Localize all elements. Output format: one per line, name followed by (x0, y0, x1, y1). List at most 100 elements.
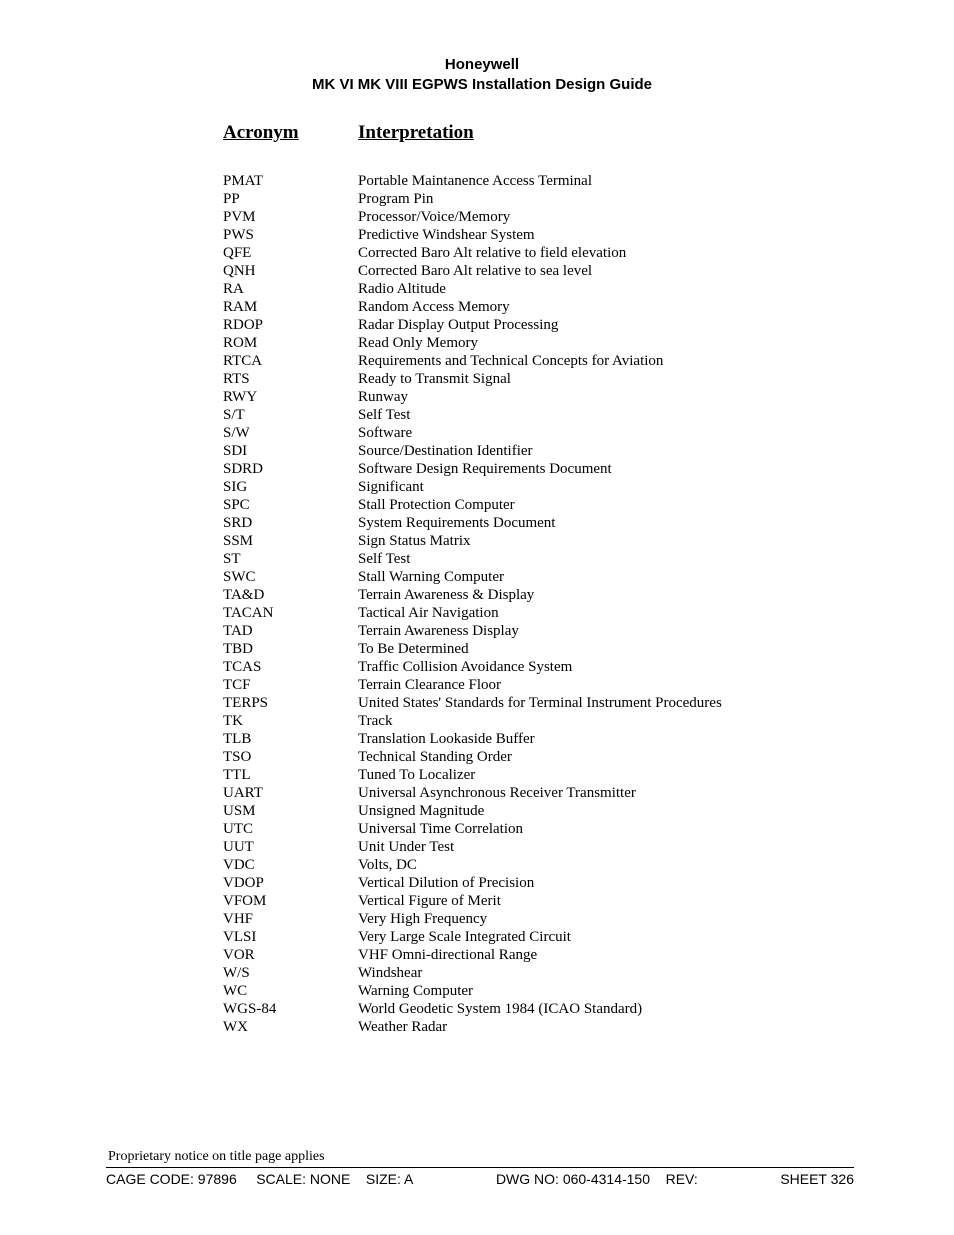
table-row: WXWeather Radar (223, 1018, 854, 1036)
interpretation-cell: Self Test (358, 406, 854, 424)
table-row: PWSPredictive Windshear System (223, 226, 854, 244)
interpretation-cell: Windshear (358, 964, 854, 982)
interpretation-cell: Very High Frequency (358, 910, 854, 928)
acronym-cell: VOR (223, 946, 358, 964)
interpretation-header: Interpretation (358, 122, 474, 144)
table-row: S/TSelf Test (223, 406, 854, 424)
footer-right-group: SHEET 326 (780, 1171, 854, 1187)
header-line-2: MK VI MK VIII EGPWS Installation Design … (110, 75, 854, 95)
interpretation-cell: VHF Omni-directional Range (358, 946, 854, 964)
table-row: TSOTechnical Standing Order (223, 748, 854, 766)
table-row: WCWarning Computer (223, 982, 854, 1000)
table-row: SRDSystem Requirements Document (223, 514, 854, 532)
interpretation-cell: Translation Lookaside Buffer (358, 730, 854, 748)
acronym-cell: TCF (223, 676, 358, 694)
interpretation-cell: Processor/Voice/Memory (358, 208, 854, 226)
acronym-cell: S/T (223, 406, 358, 424)
table-row: STSelf Test (223, 550, 854, 568)
table-row: QNHCorrected Baro Alt relative to sea le… (223, 262, 854, 280)
size: SIZE: A (366, 1171, 413, 1187)
interpretation-cell: Software (358, 424, 854, 442)
interpretation-cell: System Requirements Document (358, 514, 854, 532)
acronym-cell: SDRD (223, 460, 358, 478)
acronym-cell: SRD (223, 514, 358, 532)
interpretation-cell: Ready to Transmit Signal (358, 370, 854, 388)
acronym-cell: RDOP (223, 316, 358, 334)
table-row: SDRDSoftware Design Requirements Documen… (223, 460, 854, 478)
table-row: VLSIVery Large Scale Integrated Circuit (223, 928, 854, 946)
footer-mid-group: DWG NO: 060-4314-150 REV: (496, 1171, 698, 1187)
table-row: VFOMVertical Figure of Merit (223, 892, 854, 910)
acronym-cell: TCAS (223, 658, 358, 676)
acronym-cell: RAM (223, 298, 358, 316)
acronym-cell: TA&D (223, 586, 358, 604)
table-row: WGS-84World Geodetic System 1984 (ICAO S… (223, 1000, 854, 1018)
table-row: UARTUniversal Asynchronous Receiver Tran… (223, 784, 854, 802)
interpretation-cell: Universal Time Correlation (358, 820, 854, 838)
interpretation-cell: Tactical Air Navigation (358, 604, 854, 622)
table-row: TACANTactical Air Navigation (223, 604, 854, 622)
acronym-cell: RTS (223, 370, 358, 388)
interpretation-cell: Corrected Baro Alt relative to field ele… (358, 244, 854, 262)
interpretation-cell: Traffic Collision Avoidance System (358, 658, 854, 676)
interpretation-cell: Universal Asynchronous Receiver Transmit… (358, 784, 854, 802)
table-row: PPProgram Pin (223, 190, 854, 208)
table-row: TA&DTerrain Awareness & Display (223, 586, 854, 604)
column-headers: Acronym Interpretation (223, 122, 854, 144)
interpretation-cell: Volts, DC (358, 856, 854, 874)
acronym-cell: ST (223, 550, 358, 568)
acronym-cell: TTL (223, 766, 358, 784)
acronym-cell: WX (223, 1018, 358, 1036)
proprietary-notice: Proprietary notice on title page applies (108, 1149, 854, 1165)
table-row: RDOPRadar Display Output Processing (223, 316, 854, 334)
acronym-cell: VDC (223, 856, 358, 874)
acronym-cell: SSM (223, 532, 358, 550)
acronym-cell: PP (223, 190, 358, 208)
table-row: RTSReady to Transmit Signal (223, 370, 854, 388)
table-row: SWCStall Warning Computer (223, 568, 854, 586)
interpretation-cell: Stall Warning Computer (358, 568, 854, 586)
table-row: USMUnsigned Magnitude (223, 802, 854, 820)
table-row: VORVHF Omni-directional Range (223, 946, 854, 964)
acronym-cell: TACAN (223, 604, 358, 622)
table-row: ROMRead Only Memory (223, 334, 854, 352)
acronym-cell: PWS (223, 226, 358, 244)
acronym-cell: VDOP (223, 874, 358, 892)
interpretation-cell: Significant (358, 478, 854, 496)
table-row: W/SWindshear (223, 964, 854, 982)
interpretation-cell: Very Large Scale Integrated Circuit (358, 928, 854, 946)
acronym-cell: QFE (223, 244, 358, 262)
acronym-cell: VLSI (223, 928, 358, 946)
table-row: SDISource/Destination Identifier (223, 442, 854, 460)
interpretation-cell: Source/Destination Identifier (358, 442, 854, 460)
interpretation-cell: Read Only Memory (358, 334, 854, 352)
table-row: RARadio Altitude (223, 280, 854, 298)
interpretation-cell: Warning Computer (358, 982, 854, 1000)
footer-rule (106, 1167, 854, 1168)
table-row: VDCVolts, DC (223, 856, 854, 874)
acronym-cell: TERPS (223, 694, 358, 712)
table-row: SSMSign Status Matrix (223, 532, 854, 550)
acronym-cell: VFOM (223, 892, 358, 910)
interpretation-cell: Radar Display Output Processing (358, 316, 854, 334)
acronym-cell: SDI (223, 442, 358, 460)
page: Honeywell MK VI MK VIII EGPWS Installati… (0, 0, 954, 1036)
document-header: Honeywell MK VI MK VIII EGPWS Installati… (110, 55, 854, 94)
interpretation-cell: Tuned To Localizer (358, 766, 854, 784)
acronym-cell: W/S (223, 964, 358, 982)
acronym-cell: TSO (223, 748, 358, 766)
acronym-header: Acronym (223, 122, 358, 144)
interpretation-cell: Software Design Requirements Document (358, 460, 854, 478)
interpretation-cell: Self Test (358, 550, 854, 568)
acronym-cell: WC (223, 982, 358, 1000)
acronym-cell: SWC (223, 568, 358, 586)
interpretation-cell: Runway (358, 388, 854, 406)
rev: REV: (666, 1171, 698, 1187)
table-row: VHFVery High Frequency (223, 910, 854, 928)
table-row: PVMProcessor/Voice/Memory (223, 208, 854, 226)
table-row: VDOPVertical Dilution of Precision (223, 874, 854, 892)
table-row: PMATPortable Maintanence Access Terminal (223, 172, 854, 190)
table-row: TLBTranslation Lookaside Buffer (223, 730, 854, 748)
acronym-cell: ROM (223, 334, 358, 352)
sheet-number: 326 (831, 1171, 854, 1187)
